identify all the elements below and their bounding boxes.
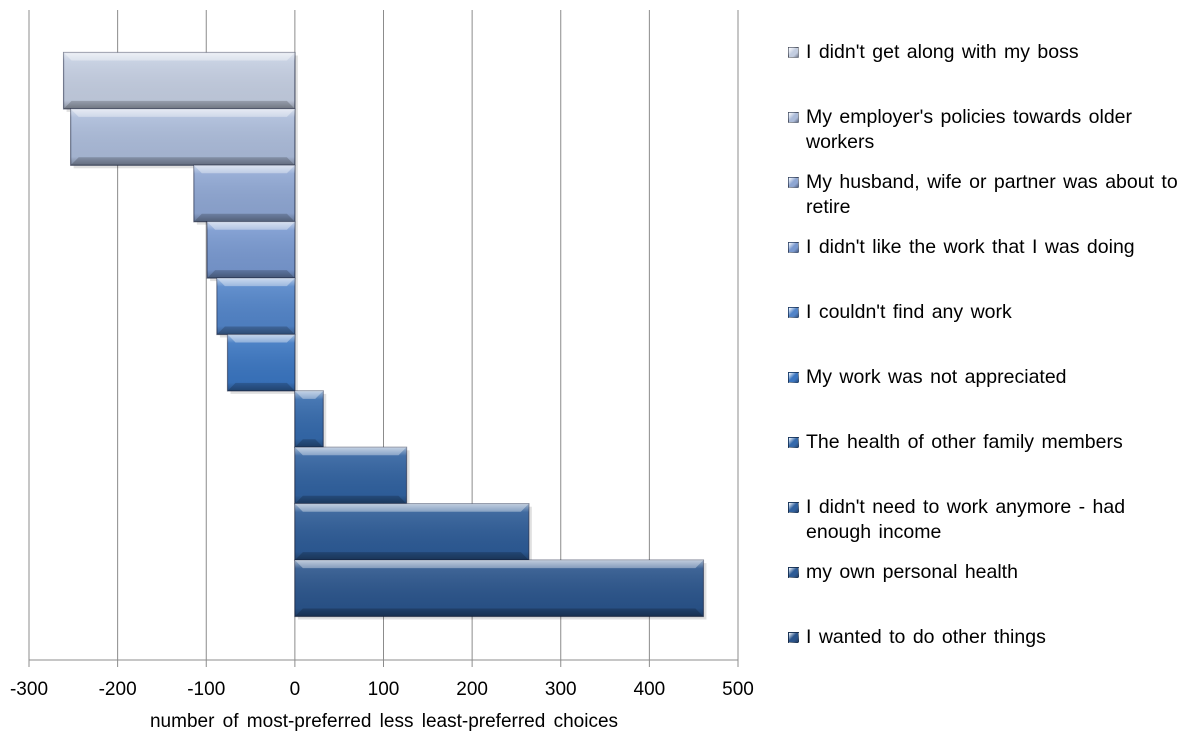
x-axis-label: number of most-preferred less least-pref… bbox=[150, 711, 618, 732]
legend-item: I didn't like the work that I was doing bbox=[788, 235, 1135, 260]
bar-bevel bbox=[294, 495, 407, 504]
legend-item: I couldn't find any work bbox=[788, 300, 1012, 325]
legend-marker-icon bbox=[788, 632, 799, 643]
bar bbox=[216, 277, 298, 338]
bar-shine bbox=[227, 334, 295, 391]
bar-bevel bbox=[216, 278, 295, 287]
bar-shine bbox=[294, 390, 324, 448]
legend-item: The health of other family members bbox=[788, 430, 1123, 455]
bar bbox=[294, 559, 707, 620]
x-tick-label: -200 bbox=[99, 679, 137, 700]
legend-item: My work was not appreciated bbox=[788, 365, 1067, 390]
legend-label: I wanted to do other things bbox=[806, 626, 1046, 648]
legend-item: I didn't need to work anymore - had enou… bbox=[788, 495, 1183, 545]
bar-shine bbox=[70, 108, 295, 166]
legend-item: I wanted to do other things bbox=[788, 625, 1046, 650]
x-tick-label: -300 bbox=[10, 679, 48, 700]
bar-bevel bbox=[294, 560, 704, 569]
bar-bevel bbox=[294, 390, 324, 399]
legend-marker-icon bbox=[788, 47, 799, 58]
bar bbox=[70, 108, 298, 169]
legend-label: My work was not appreciated bbox=[806, 366, 1067, 388]
bar-bevel bbox=[294, 439, 324, 448]
legend-marker-icon bbox=[788, 112, 799, 123]
bar-bevel bbox=[193, 213, 295, 222]
bar-shine bbox=[193, 165, 295, 222]
bar-shine bbox=[63, 52, 295, 109]
x-tick-label: 300 bbox=[545, 679, 577, 700]
legend-marker-icon bbox=[788, 307, 799, 318]
legend-marker-icon bbox=[788, 372, 799, 383]
bar-bevel bbox=[63, 100, 295, 109]
bar bbox=[294, 446, 410, 507]
bar bbox=[294, 390, 327, 451]
bar-bevel bbox=[294, 552, 529, 561]
legend-marker-icon bbox=[788, 502, 799, 513]
legend-item: My husband, wife or partner was about to… bbox=[788, 170, 1183, 220]
bar-bevel bbox=[207, 221, 295, 230]
bar-bevel bbox=[207, 270, 295, 279]
legend-label: My employer's policies towards older wor… bbox=[806, 106, 1133, 153]
bar-bevel bbox=[193, 165, 295, 174]
legend-label: I couldn't find any work bbox=[806, 301, 1012, 323]
bar-bevel bbox=[227, 334, 295, 343]
legend-item: I didn't get along with my boss bbox=[788, 40, 1079, 65]
x-tick-label: -100 bbox=[187, 679, 225, 700]
bar-bevel bbox=[294, 608, 704, 617]
bar-bevel bbox=[63, 52, 295, 61]
bar-shine bbox=[294, 447, 407, 504]
bar-bevel bbox=[70, 157, 295, 166]
legend-label: My husband, wife or partner was about to… bbox=[806, 171, 1178, 218]
bar-shine bbox=[216, 278, 295, 335]
bar-bevel bbox=[294, 447, 407, 456]
legend-label: I didn't need to work anymore - had enou… bbox=[806, 496, 1126, 543]
bar bbox=[193, 164, 298, 225]
x-tick-label: 200 bbox=[456, 679, 488, 700]
legend-marker-icon bbox=[788, 177, 799, 188]
bar-bevel bbox=[70, 108, 295, 117]
bar-bevel bbox=[294, 503, 529, 512]
bar bbox=[294, 503, 532, 564]
bar bbox=[226, 333, 298, 394]
bar-bevel bbox=[227, 382, 295, 391]
legend-item: My employer's policies towards older wor… bbox=[788, 105, 1183, 155]
x-tick-label: 0 bbox=[290, 679, 301, 700]
legend-label: The health of other family members bbox=[806, 431, 1123, 453]
x-tick-label: 100 bbox=[368, 679, 400, 700]
legend-marker-icon bbox=[788, 437, 799, 448]
bar bbox=[62, 51, 298, 112]
bar-shine bbox=[294, 560, 704, 617]
legend-item: my own personal health bbox=[788, 560, 1018, 585]
x-tick-label: 500 bbox=[722, 679, 754, 700]
legend-label: I didn't get along with my boss bbox=[806, 41, 1079, 63]
bar-bevel bbox=[216, 326, 295, 335]
legend-marker-icon bbox=[788, 242, 799, 253]
legend-label: I didn't like the work that I was doing bbox=[806, 236, 1135, 258]
bar-shine bbox=[207, 221, 295, 279]
bar-shine bbox=[294, 503, 529, 561]
x-tick-label: 400 bbox=[634, 679, 666, 700]
bar bbox=[206, 221, 298, 282]
legend-marker-icon bbox=[788, 567, 799, 578]
legend-label: my own personal health bbox=[806, 561, 1018, 583]
